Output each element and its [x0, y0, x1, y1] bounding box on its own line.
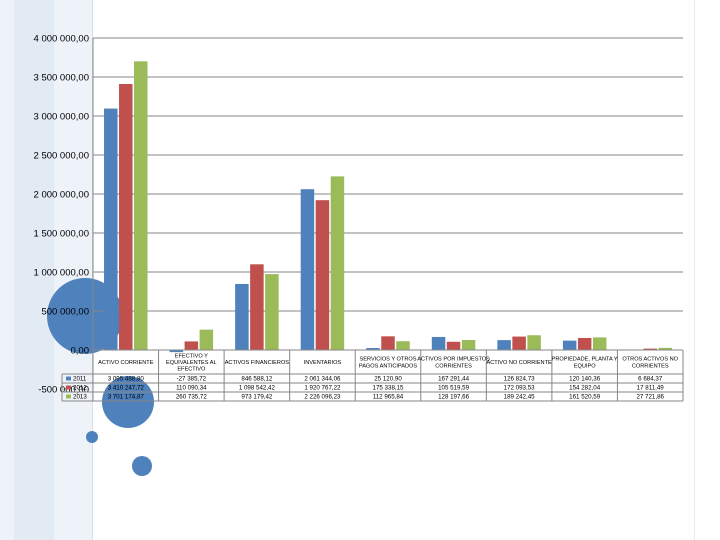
legend-key-2011 [66, 376, 71, 381]
legend-label-2011: 2011 [73, 376, 87, 383]
bar-2012-5 [446, 341, 461, 350]
bar-2012-7 [577, 337, 592, 350]
category-label: OTROS ACTIVOS NO CORRIENTES [622, 357, 678, 370]
decor-circle-large [47, 278, 123, 354]
bar-2011-5 [431, 336, 446, 350]
data-label-2013-4: 112 965,84 [373, 394, 404, 401]
bar-2011-3 [300, 189, 315, 350]
data-label-2012-5: 105 519,59 [438, 385, 470, 392]
data-label-2013-0: 3 701 174,87 [108, 394, 145, 401]
bar-2011-0 [104, 108, 118, 350]
y-tick-label: 1 500 000,00 [34, 229, 89, 240]
bar-2013-4 [396, 341, 410, 350]
data-label-2011-0: 3 095 488,80 [108, 376, 145, 383]
y-tick-label: -500 000,00 [38, 385, 89, 396]
y-tick-label: 4 000 000,00 [34, 34, 89, 45]
category-label: INVENTARIOS [304, 360, 342, 366]
data-label-2011-1: -27 385,72 [177, 376, 207, 383]
bars [104, 61, 672, 353]
bar-2013-5 [461, 340, 476, 350]
bar-2011-2 [235, 283, 249, 350]
data-label-2011-3: 2 061 344,06 [304, 376, 341, 383]
bar-2013-1 [199, 329, 214, 350]
y-tick-label: 3 000 000,00 [34, 112, 89, 123]
legend-key-2012 [66, 385, 71, 390]
data-table: ACTIVO CORRIENTE EFECTIVO Y EQUIVALENTES A… [61, 349, 684, 402]
data-label-2012-8: 17 811,49 [637, 385, 665, 392]
data-label-2011-4: 25 120,90 [374, 376, 402, 383]
data-label-2012-3: 1 920 767,22 [304, 385, 341, 392]
category-label: EFECTIVO Y EQUIVALENTES AL EFECTIVO [166, 353, 217, 372]
bar-2013-7 [592, 337, 607, 350]
left-decor-band-inner [14, 0, 54, 540]
category-label: ACTIVOS FINANCIEROS [225, 360, 290, 366]
category-label: PROPIEDADE, PLANTA Y EQUIPO [552, 357, 618, 370]
data-label-2013-2: 973 179,42 [241, 394, 273, 401]
data-label-2011-5: 167 291,44 [438, 376, 470, 383]
bar-2012-6 [512, 336, 526, 350]
data-label-2012-6: 172 093,53 [504, 385, 536, 392]
bar-2011-1 [169, 350, 184, 353]
category-label: ACTIVO CORRIENTE [98, 360, 154, 366]
bar-2012-0 [119, 84, 133, 351]
category-label: SERVICIOS Y OTROS PAGOS ANTICIPADOS [359, 357, 417, 370]
bar-2011-7 [562, 340, 577, 350]
bar-2013-3 [330, 176, 345, 350]
bar-2013-6 [527, 335, 541, 350]
data-label-2011-7: 120 140,36 [569, 376, 601, 383]
bar-2012-2 [250, 264, 264, 350]
y-tick-label: 3 500 000,00 [34, 73, 89, 84]
data-label-2013-7: 161 520,59 [569, 394, 601, 401]
bar-2012-1 [184, 341, 199, 350]
data-label-2012-4: 175 338,15 [373, 385, 405, 392]
decor-circle-medium [102, 376, 154, 428]
y-tick-label: 0,00 [71, 346, 90, 357]
category-label: ACTIVOS POR IMPUESTOS CORRIENTES [417, 357, 490, 370]
data-label-2012-7: 154 282,04 [569, 385, 601, 392]
data-label-2013-1: 260 735,72 [176, 394, 208, 401]
data-label-2013-6: 189 242,45 [504, 394, 536, 401]
y-tick-label: 1 000 000,00 [34, 268, 89, 279]
right-decor-line [694, 0, 695, 540]
bar-2011-4 [366, 348, 380, 350]
data-label-2012-2: 1 098 542,42 [239, 385, 276, 392]
bar-2013-2 [265, 274, 279, 350]
data-label-2011-6: 126 824,73 [504, 376, 536, 383]
decor-circle-small-2 [132, 456, 152, 476]
y-tick-label: 500 000,00 [41, 307, 89, 318]
data-label-2012-0: 3 410 247,72 [108, 385, 145, 392]
y-tick-label: 2 000 000,00 [34, 190, 89, 201]
y-tick-label: 2 500 000,00 [34, 151, 89, 162]
bar-2013-8 [658, 347, 672, 350]
bar-2011-6 [497, 340, 511, 350]
category-label: ACTIVO NO CORRIENTE [486, 360, 552, 366]
data-label-2013-8: 27 721,86 [636, 394, 664, 401]
data-label-2011-8: 6 684,37 [638, 376, 663, 383]
bar-2012-3 [315, 200, 330, 350]
data-label-2013-3: 2 226 096,23 [304, 394, 341, 401]
data-label-2011-2: 846 588,12 [241, 376, 273, 383]
legend-label-2013: 2013 [73, 394, 87, 401]
bar-2012-8 [643, 348, 657, 350]
data-label-2013-5: 128 197,66 [438, 394, 470, 401]
legend-label-2012: 2012 [73, 385, 87, 392]
data-label-2012-1: 110 090,34 [176, 385, 207, 392]
bar-2012-4 [381, 336, 395, 350]
gridlines [92, 37, 683, 351]
decor-circle-small-1 [86, 431, 98, 443]
bar-2013-0 [134, 61, 148, 351]
y-axis-tick-labels: -500 000,00 0,00 500 000,00 1 000 000,00 1 5… [34, 34, 89, 396]
legend-key-2013 [66, 394, 71, 399]
